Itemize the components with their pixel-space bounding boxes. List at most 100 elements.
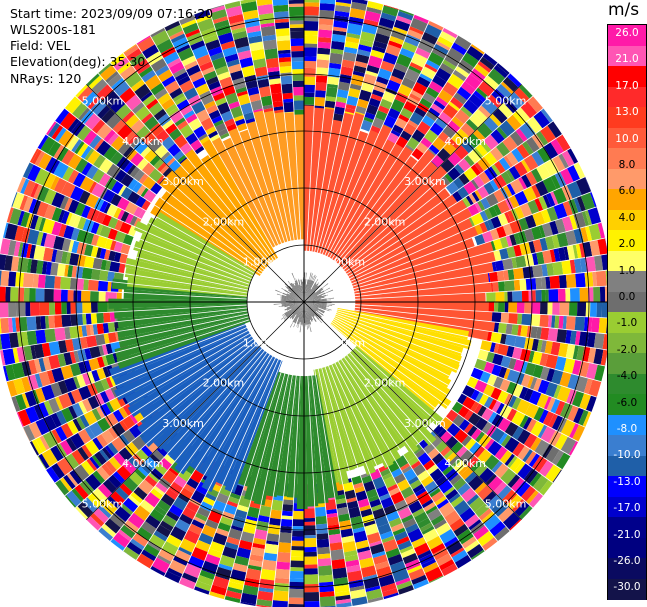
noise-gate — [41, 448, 58, 468]
velocity-gate — [304, 279, 309, 302]
noise-gate — [100, 429, 115, 445]
noise-gate — [477, 80, 495, 97]
noise-gate — [189, 469, 205, 484]
noise-gate — [535, 180, 549, 197]
velocity-gate — [304, 288, 324, 302]
noise-gate — [55, 410, 68, 426]
velocity-gate — [298, 302, 304, 318]
noise-gate — [245, 515, 259, 522]
noise-gate — [402, 552, 419, 565]
velocity-gate — [347, 199, 468, 277]
noise-gate — [425, 110, 439, 122]
noise-gate — [289, 570, 304, 579]
noise-gate — [203, 100, 217, 110]
velocity-gate — [281, 287, 304, 302]
noise-gate — [596, 206, 602, 223]
noise-gate — [44, 328, 57, 343]
noise-gate — [315, 515, 328, 525]
velocity-gate — [123, 289, 248, 302]
noise-gate — [556, 328, 567, 344]
noise-gate — [408, 567, 426, 581]
velocity-gate — [159, 177, 266, 270]
noise-gate — [454, 109, 471, 125]
noise-gate — [451, 457, 462, 468]
noise-gate — [113, 207, 122, 219]
noise-gate — [523, 432, 538, 449]
noise-gate — [538, 195, 548, 211]
noise-gate — [232, 562, 248, 573]
noise-gate — [115, 486, 130, 501]
noise-gate — [483, 169, 494, 181]
noise-gate — [107, 321, 116, 333]
noise-gate — [397, 83, 413, 97]
noise-gate — [404, 68, 421, 83]
velocity-gate — [198, 355, 274, 477]
noise-gate — [92, 154, 107, 169]
velocity-gate — [304, 302, 315, 317]
noise-gate — [579, 242, 586, 259]
noise-gate — [554, 315, 560, 329]
noise-gate — [53, 161, 69, 179]
noise-gate — [480, 197, 491, 210]
noise-gate — [60, 181, 76, 198]
colorbar-cell — [608, 189, 646, 211]
noise-gate — [395, 577, 411, 586]
noise-gate — [365, 104, 379, 116]
noise-gate — [349, 515, 363, 525]
noise-gate — [449, 96, 464, 110]
noise-gate — [102, 188, 116, 204]
noise-gate — [149, 154, 161, 167]
noise-gate — [33, 245, 46, 261]
noise-gate — [353, 530, 368, 543]
noise-gate — [103, 202, 112, 214]
noise-gate — [556, 452, 571, 470]
noise-gate — [437, 478, 454, 494]
noise-gate — [61, 149, 76, 166]
noise-gate — [492, 353, 504, 366]
noise-gate — [466, 493, 480, 506]
noise-gate — [457, 158, 472, 172]
noise-gate — [390, 522, 405, 533]
noise-gate — [24, 390, 38, 408]
noise-gate — [76, 124, 92, 142]
noise-gate — [507, 91, 525, 110]
noise-gate — [451, 116, 465, 129]
noise-gate — [394, 499, 409, 513]
ray-line — [304, 324, 321, 607]
noise-gate — [363, 18, 379, 28]
noise-gate — [137, 479, 154, 495]
noise-gate — [544, 464, 562, 483]
noise-gate — [413, 14, 430, 24]
noise-gate — [315, 75, 328, 84]
noise-gate — [200, 117, 215, 131]
noise-gate — [80, 204, 92, 219]
ray-line — [318, 72, 511, 286]
noise-gate — [495, 225, 507, 239]
noise-gate — [168, 504, 184, 518]
noise-gate — [69, 469, 83, 485]
noise-gate — [560, 168, 574, 186]
noise-gate — [278, 532, 292, 544]
noise-gate — [387, 107, 401, 120]
velocity-gate — [323, 366, 364, 469]
noise-gate — [8, 271, 17, 287]
noise-gate — [42, 218, 56, 235]
noise-gate — [12, 347, 20, 364]
noise-gate — [453, 92, 468, 105]
noise-gate — [157, 162, 167, 173]
noise-gate — [172, 67, 187, 79]
noise-gate — [414, 448, 426, 459]
noise-gate — [67, 199, 80, 214]
noise-gate — [90, 233, 100, 247]
noise-gate — [21, 392, 30, 409]
noise-gate — [340, 528, 354, 538]
noise-gate — [84, 439, 100, 456]
noise-gate — [87, 95, 101, 110]
noise-gate — [533, 377, 543, 392]
noise-gate — [45, 466, 60, 483]
noise-gate — [143, 149, 157, 163]
noise-gate — [330, 48, 344, 55]
noise-gate — [120, 210, 130, 223]
ray-line — [11, 308, 283, 398]
noise-gate — [225, 590, 242, 600]
